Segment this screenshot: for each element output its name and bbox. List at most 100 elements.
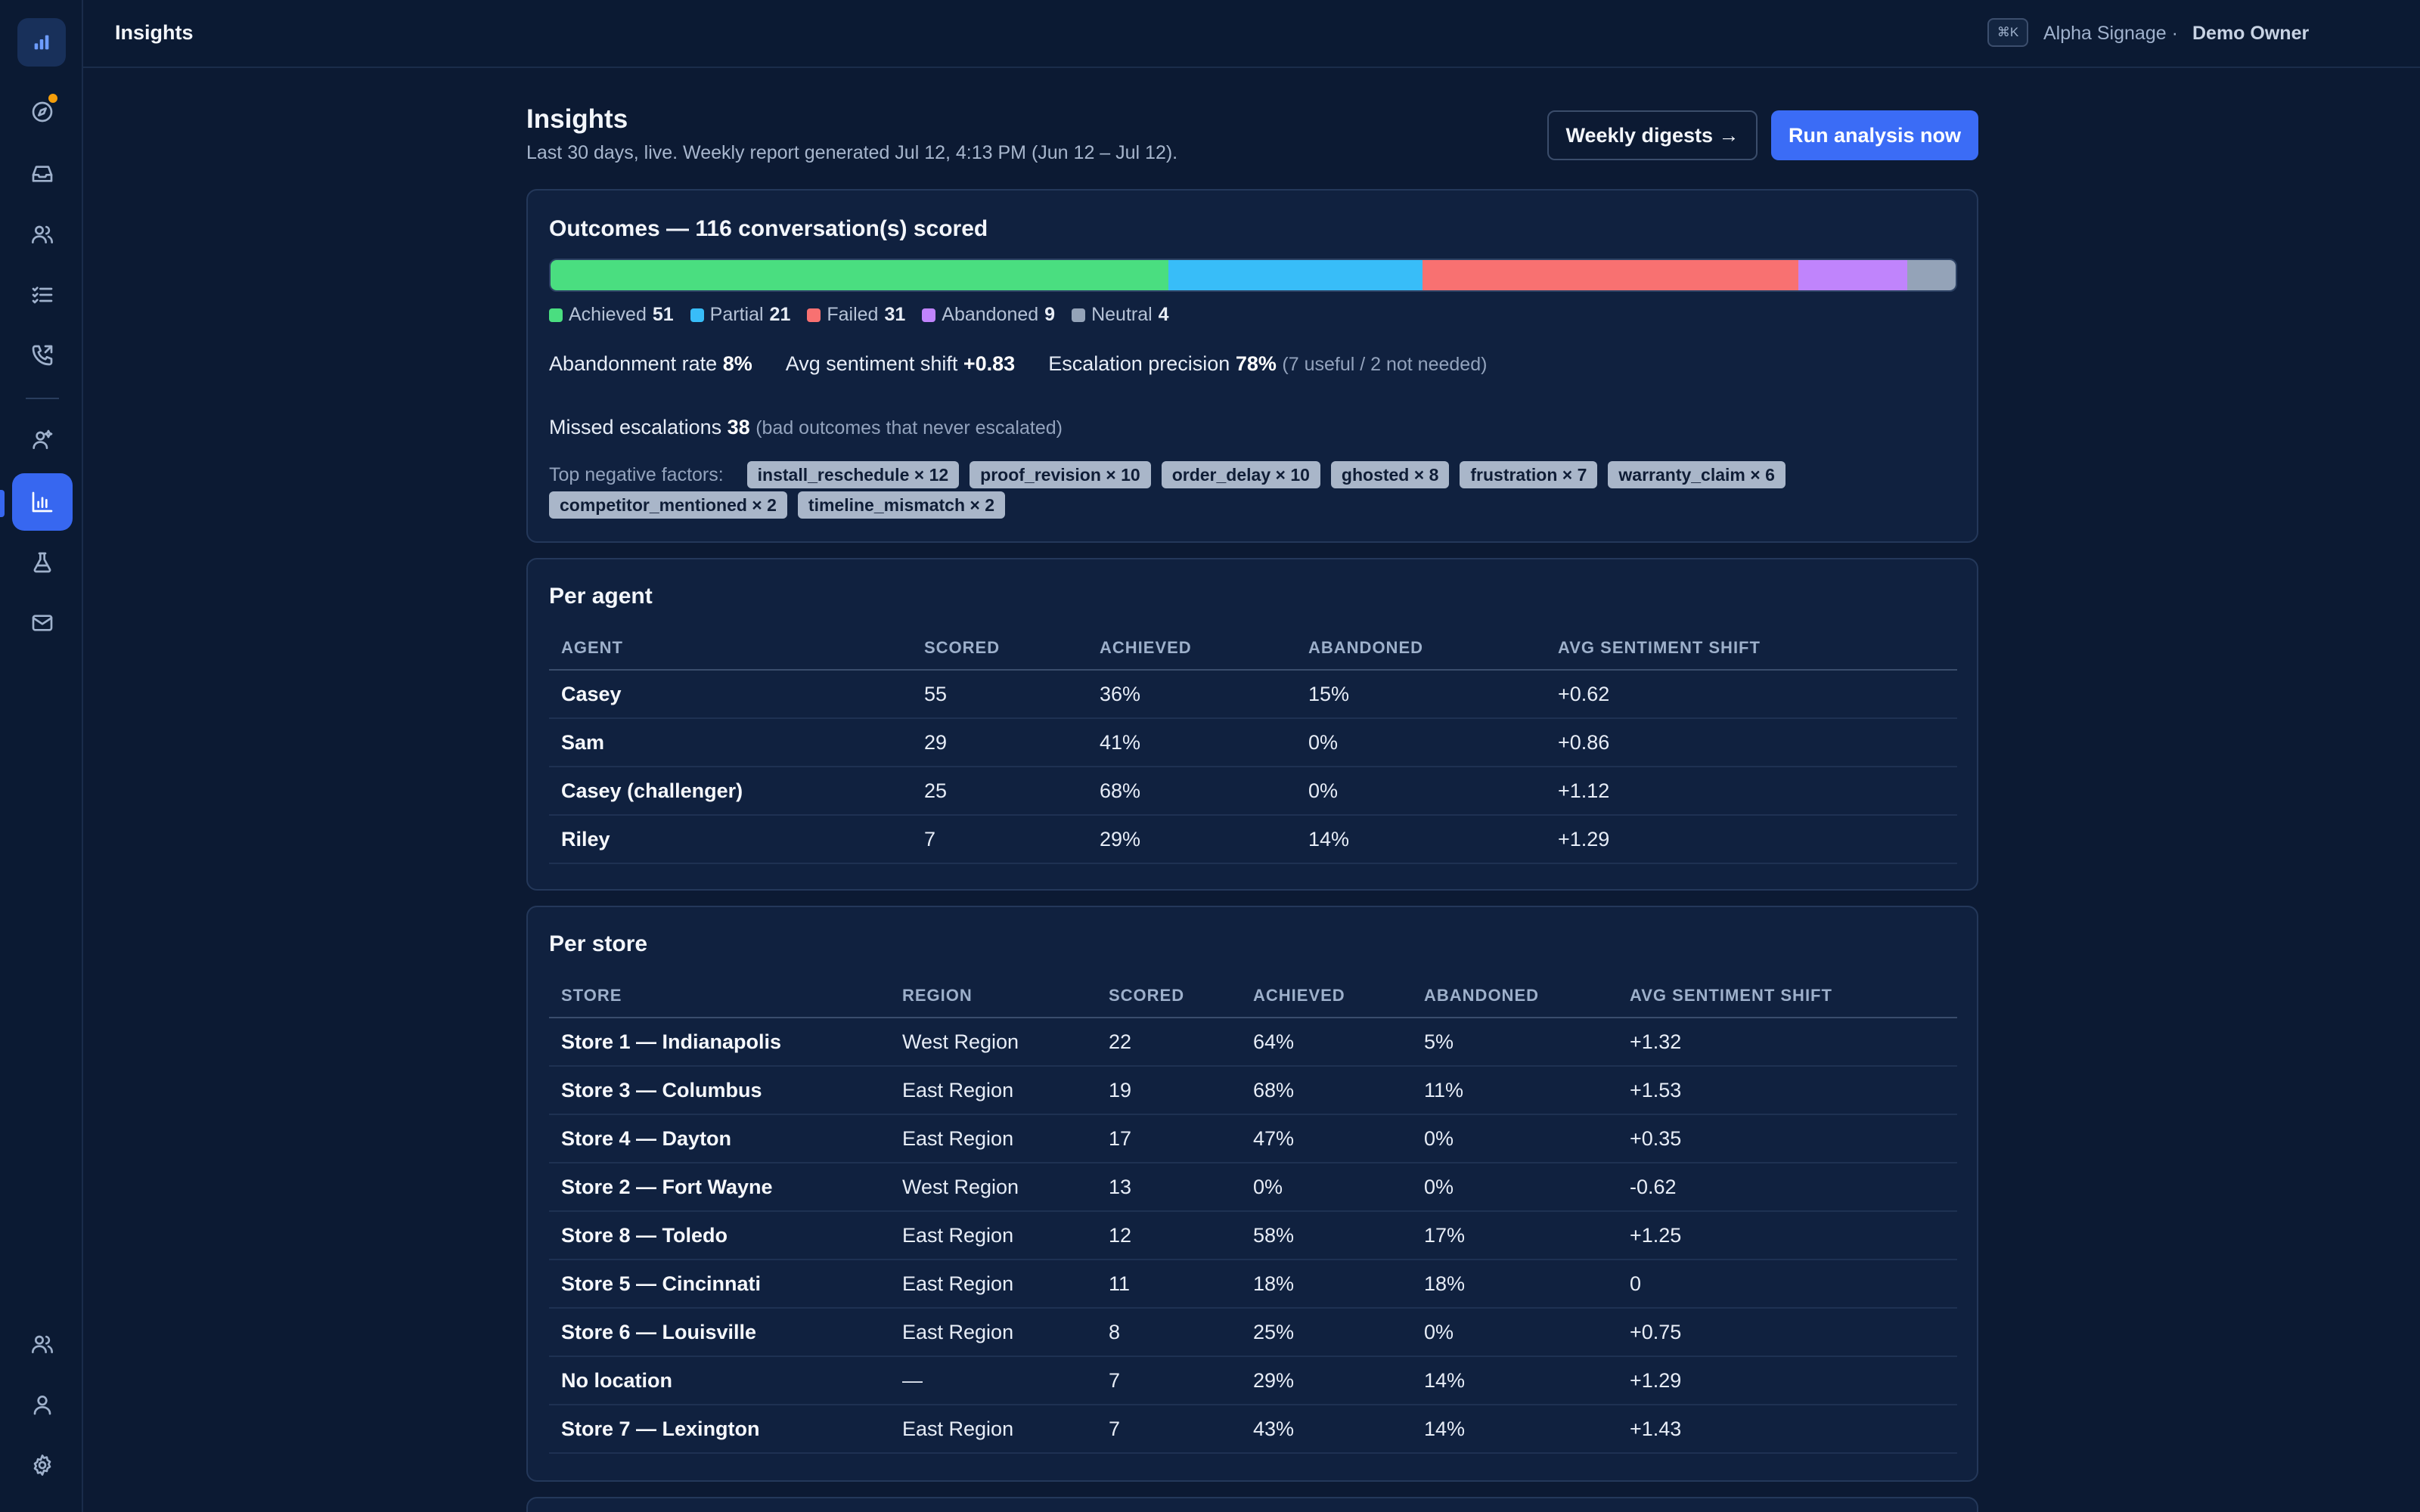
table-cell: Casey xyxy=(549,670,912,719)
user-name[interactable]: Demo Owner xyxy=(2192,23,2310,44)
sidebar-item-experiments[interactable] xyxy=(12,534,73,591)
table-row[interactable]: Store 5 — Cincinnati East Region 11 18% 18% 0 xyxy=(549,1259,1957,1309)
page-title: Insights xyxy=(526,104,628,134)
legend-item-failed: Failed 31 xyxy=(807,304,905,326)
sidebar-item-tasks[interactable] xyxy=(12,266,73,324)
sentiment-metric: Avg sentiment shift +0.83 xyxy=(786,352,1015,376)
column-header[interactable]: AVG SENTIMENT SHIFT xyxy=(1546,626,1957,671)
table-cell: 58% xyxy=(1241,1211,1412,1260)
table-cell: 0 xyxy=(1618,1259,1957,1309)
team-icon xyxy=(32,1335,53,1353)
sidebar-item-explore[interactable] xyxy=(12,83,73,141)
legend-value: 31 xyxy=(884,304,906,325)
column-header[interactable]: SCORED xyxy=(1097,974,1241,1018)
per-agent-title: Per agent xyxy=(549,584,653,609)
missed-label: Missed escalations xyxy=(549,416,722,438)
per-store-title: Per store xyxy=(549,931,648,956)
compass-icon xyxy=(32,101,53,122)
table-row[interactable]: Store 1 — Indianapolis West Region 22 64% 5%… xyxy=(549,1018,1957,1067)
sidebar-item-email[interactable] xyxy=(12,594,73,652)
table-row[interactable]: Riley 7 29% 14% +1.29 xyxy=(549,815,1957,864)
table-row[interactable]: Sam 29 41% 0% +0.86 xyxy=(549,718,1957,767)
notification-dot xyxy=(48,94,57,103)
topbar-title: Insights xyxy=(115,21,194,44)
table-cell: 29 xyxy=(912,718,1087,767)
table-cell: +1.29 xyxy=(1618,1356,1957,1405)
table-cell: 19 xyxy=(1097,1066,1241,1115)
legend-swatch xyxy=(549,308,563,322)
flask-icon xyxy=(33,552,51,573)
table-row[interactable]: Store 3 — Columbus East Region 19 68% 11% +1.… xyxy=(549,1066,1957,1115)
sidebar-item-settings[interactable] xyxy=(12,1436,73,1494)
table-cell: Store 2 — Fort Wayne xyxy=(549,1163,890,1212)
table-row[interactable]: Store 6 — Louisville East Region 8 25% 0% +0.… xyxy=(549,1308,1957,1357)
table-cell: 29% xyxy=(1241,1356,1412,1405)
table-cell: Store 8 — Toledo xyxy=(549,1211,890,1260)
table-cell: East Region xyxy=(890,1211,1097,1260)
sidebar-item-team[interactable] xyxy=(12,1315,73,1373)
table-cell: 0% xyxy=(1412,1308,1618,1357)
column-header[interactable]: ACHIEVED xyxy=(1241,974,1412,1018)
table-cell: 47% xyxy=(1241,1114,1412,1163)
table-row[interactable]: Casey (challenger) 25 68% 0% +1.12 xyxy=(549,767,1957,816)
sidebar-item-calls[interactable] xyxy=(12,327,73,384)
gear-icon xyxy=(33,1455,51,1476)
table-cell: 13 xyxy=(1097,1163,1241,1212)
table-cell: East Region xyxy=(890,1308,1097,1357)
table-row[interactable]: Casey 55 36% 15% +0.62 xyxy=(549,670,1957,719)
column-header[interactable]: AGENT xyxy=(549,626,912,671)
sidebar-item-inbox[interactable] xyxy=(12,145,73,203)
factors-label: Top negative factors: xyxy=(549,464,724,485)
legend-value: 9 xyxy=(1044,304,1056,325)
table-cell: No location xyxy=(549,1356,890,1405)
legend-value: 51 xyxy=(652,304,674,325)
column-header[interactable]: ABANDONED xyxy=(1296,626,1546,671)
org-name[interactable]: Alpha Signage · xyxy=(2043,23,2178,44)
legend-item-neutral: Neutral 4 xyxy=(1072,304,1169,326)
column-header[interactable]: REGION xyxy=(890,974,1097,1018)
table-row[interactable]: Store 7 — Lexington East Region 7 43% 14% +1.… xyxy=(549,1405,1957,1454)
sidebar-item-profile[interactable] xyxy=(12,1376,73,1433)
sidebar-item-agents[interactable] xyxy=(12,411,73,469)
legend-label: Partial xyxy=(709,304,764,325)
table-row[interactable]: Store 2 — Fort Wayne West Region 13 0% 0% -0.… xyxy=(549,1163,1957,1212)
legend-swatch xyxy=(690,308,704,322)
factor-chip[interactable]: ghosted × 8 xyxy=(1330,461,1450,488)
factor-chip[interactable]: order_delay × 10 xyxy=(1161,461,1320,488)
table-row[interactable]: Store 4 — Dayton East Region 17 47% 0% +0.35 xyxy=(549,1114,1957,1163)
outcome-segment-abandoned xyxy=(1798,260,1907,290)
weekly-digests-button[interactable]: Weekly digests → xyxy=(1547,110,1758,160)
column-header[interactable]: ACHIEVED xyxy=(1087,626,1296,671)
factor-chip[interactable]: proof_revision × 10 xyxy=(970,461,1151,488)
missed-value: 38 xyxy=(727,416,750,438)
column-header[interactable]: SCORED xyxy=(912,626,1087,671)
run-analysis-button[interactable]: Run analysis now xyxy=(1771,110,1978,160)
column-header[interactable]: STORE xyxy=(549,974,890,1018)
metrics-row: Abandonment rate 8% Avg sentiment shift … xyxy=(549,352,1487,376)
user-icon xyxy=(33,1396,51,1415)
escalation-note: (7 useful / 2 not needed) xyxy=(1282,354,1488,375)
table-row[interactable]: No location —7 29% 14% +1.29 xyxy=(549,1356,1957,1405)
outcomes-card: Outcomes — 116 conversation(s) scored Ac… xyxy=(526,189,1978,543)
column-header[interactable]: ABANDONED xyxy=(1412,974,1618,1018)
factor-chip[interactable]: frustration × 7 xyxy=(1460,461,1598,488)
factor-chip[interactable]: timeline_mismatch × 2 xyxy=(797,491,1006,519)
legend-swatch xyxy=(1072,308,1086,322)
legend-swatch xyxy=(922,308,936,322)
table-cell: 68% xyxy=(1087,767,1296,816)
table-cell: -0.62 xyxy=(1618,1163,1957,1212)
table-row[interactable]: Store 8 — Toledo East Region 12 58% 17% +1.25 xyxy=(549,1211,1957,1260)
logo-icon[interactable] xyxy=(17,18,66,67)
factor-chip[interactable]: warranty_claim × 6 xyxy=(1608,461,1786,488)
sidebar-item-insights[interactable] xyxy=(12,473,73,531)
table-cell: +0.86 xyxy=(1546,718,1957,767)
factor-chip[interactable]: install_reschedule × 12 xyxy=(746,461,960,488)
sidebar-item-contacts[interactable] xyxy=(12,206,73,263)
table-cell: 55 xyxy=(912,670,1087,719)
factor-chip[interactable]: competitor_mentioned × 2 xyxy=(549,491,787,519)
command-palette-shortcut[interactable]: ⌘K xyxy=(1987,18,2028,47)
table-cell: +1.32 xyxy=(1618,1018,1957,1067)
column-header[interactable]: AVG SENTIMENT SHIFT xyxy=(1618,974,1957,1018)
table-cell: 18% xyxy=(1241,1259,1412,1309)
table-cell: 11 xyxy=(1097,1259,1241,1309)
